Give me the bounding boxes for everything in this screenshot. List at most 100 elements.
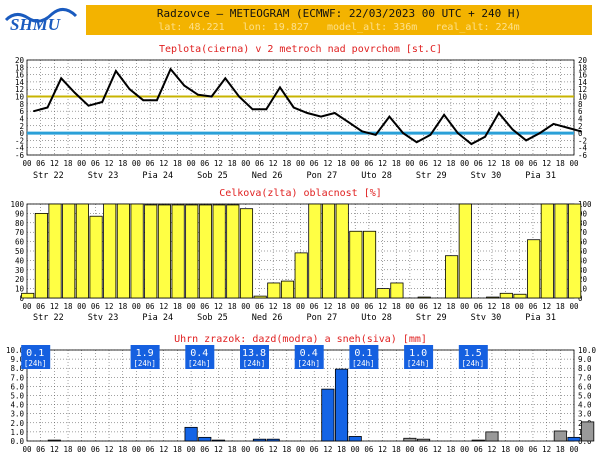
cloud-hour-label: 12 xyxy=(50,302,59,311)
cloud-bar xyxy=(239,208,254,299)
temp-ytick-left: 18 xyxy=(15,63,25,72)
cloud-hour-label: 18 xyxy=(173,302,183,311)
cloud-hour-label: 12 xyxy=(487,302,496,311)
temp-day-label: Pia 31 xyxy=(525,171,556,181)
precip-hour-label: 06 xyxy=(364,445,374,454)
temperature-point xyxy=(443,113,445,116)
cloud-bar xyxy=(212,204,226,299)
precip-bar-sneh xyxy=(471,439,485,442)
precip-hour-label: 00 xyxy=(460,445,470,454)
precip-bar-dazd xyxy=(252,438,267,442)
temp-hour-label: 00 xyxy=(460,159,470,168)
precip-hour-label: 00 xyxy=(351,445,361,454)
precip-ytick-left: 0.0 xyxy=(10,437,24,446)
precip-hour-label: 06 xyxy=(146,445,156,454)
precip-ytick-left: 8.0 xyxy=(10,364,24,373)
temperature-point xyxy=(114,70,117,72)
cloud-hour-label: 18 xyxy=(501,302,511,311)
precip-hour-label: 06 xyxy=(200,445,210,454)
cloud-ytick-left: 10 xyxy=(15,285,25,294)
precip-hour-label: 18 xyxy=(392,445,402,454)
precip-bar-dazd xyxy=(334,368,349,442)
daily-total-box xyxy=(240,345,270,369)
precip-bar-dazd xyxy=(211,439,226,442)
precip-hour-label: 06 xyxy=(419,445,429,454)
daily-total-unit: [24h] xyxy=(297,359,320,368)
daily-total-value: 13.8 xyxy=(242,348,266,359)
precip-ytick-left: 5.0 xyxy=(10,392,24,401)
daily-total-value: 0.1 xyxy=(354,348,372,359)
temp-ytick-right: 10 xyxy=(578,93,588,102)
precip-bar-dazd xyxy=(266,438,280,442)
cloud-hour-label: 06 xyxy=(474,302,484,311)
temp-hour-label: 12 xyxy=(433,159,442,168)
temperature-point xyxy=(46,106,49,109)
temp-hour-label: 06 xyxy=(364,159,374,168)
daily-total-box xyxy=(349,345,379,369)
temperature-point xyxy=(429,134,432,136)
daily-total-unit: [24h] xyxy=(133,359,156,368)
temperature-point xyxy=(333,112,336,114)
precip-bar-sneh xyxy=(485,431,499,442)
cloud-bar xyxy=(335,203,349,299)
cloud-ytick-right: 20 xyxy=(578,275,588,284)
temp-day-label: Pia 24 xyxy=(142,171,173,181)
cloud-hour-label: 06 xyxy=(419,302,429,311)
temp-ytick-right: 6 xyxy=(578,107,583,116)
precip-hour-label: 12 xyxy=(50,445,59,454)
cloud-bar xyxy=(89,215,103,299)
precip-hour-label: 00 xyxy=(569,445,579,454)
cloud-hour-label: 06 xyxy=(91,302,101,311)
daily-total-box xyxy=(404,345,434,369)
precip-hour-label: 00 xyxy=(241,445,251,454)
temp-hour-label: 12 xyxy=(214,159,223,168)
cloud-day-label: Pia 31 xyxy=(525,313,556,323)
cloud-ytick-right: 60 xyxy=(578,238,588,247)
daily-total-value: 1.5 xyxy=(464,348,482,359)
cloud-hour-label: 00 xyxy=(351,302,361,311)
precip-ytick-left: 9.0 xyxy=(10,355,24,364)
cloud-hour-label: 06 xyxy=(200,302,210,311)
temp-hour-label: 18 xyxy=(118,159,128,168)
cloud-hour-label: 18 xyxy=(392,302,402,311)
precip-hour-label: 00 xyxy=(132,445,142,454)
temperature-point xyxy=(87,104,90,107)
temp-ytick-right: -6 xyxy=(578,151,588,160)
precip-bar-sneh xyxy=(417,438,431,442)
precip-hour-label: 12 xyxy=(487,445,496,454)
temperature-point xyxy=(552,123,555,125)
temperature-point xyxy=(224,77,227,80)
precip-ytick-left: 7.0 xyxy=(10,373,24,382)
cloud-hour-label: 18 xyxy=(118,302,128,311)
cloud-bar xyxy=(308,203,322,299)
daily-total-value: 1.9 xyxy=(136,348,154,359)
daily-total-unit: [24h] xyxy=(243,359,266,368)
temp-hour-label: 00 xyxy=(77,159,87,168)
precip-hour-label: 00 xyxy=(22,445,32,454)
precip-bar-sneh xyxy=(581,421,595,442)
temp-hour-label: 18 xyxy=(556,159,566,168)
header-subtitle: lat: 48.221 lon: 19.827 model_alt: 336m … xyxy=(86,22,592,33)
cloud-hour-label: 00 xyxy=(460,302,470,311)
temp-hour-label: 00 xyxy=(187,159,197,168)
cloud-hour-label: 00 xyxy=(77,302,87,311)
temperature-point xyxy=(32,110,35,113)
cloud-bar xyxy=(116,203,130,299)
cloud-ytick-right: 50 xyxy=(578,247,588,256)
temperature-point xyxy=(169,68,172,71)
temp-ytick-left: 2 xyxy=(19,122,24,131)
cloud-day-label: Ned 26 xyxy=(252,313,283,323)
temp-ytick-left: -6 xyxy=(15,151,25,160)
temp-hour-label: 06 xyxy=(255,159,265,168)
precip-ytick-right: 7.0 xyxy=(578,373,592,382)
temp-hour-label: 18 xyxy=(501,159,511,168)
temp-hour-label: 06 xyxy=(36,159,46,168)
cloud-bar xyxy=(267,282,281,299)
temperature-point xyxy=(210,95,213,98)
cloud-hour-label: 12 xyxy=(323,302,332,311)
temp-day-label: Sob 25 xyxy=(197,171,228,181)
temp-day-label: Str 22 xyxy=(33,171,64,181)
cloud-ytick-right: 0 xyxy=(578,294,583,303)
cloud-hour-label: 18 xyxy=(337,302,347,311)
cloud-hour-label: 06 xyxy=(364,302,374,311)
